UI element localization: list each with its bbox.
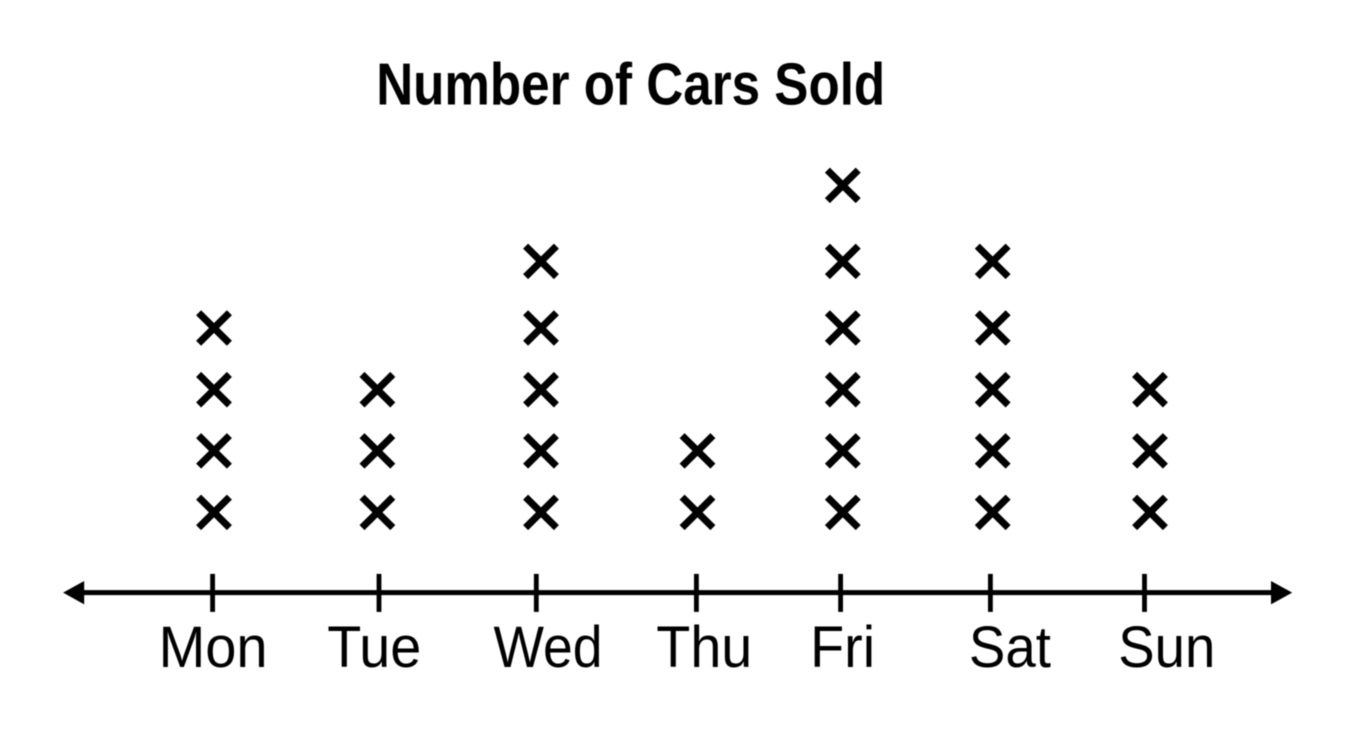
svg-text:Wed: Wed xyxy=(494,615,603,680)
svg-text:Fri: Fri xyxy=(810,615,875,680)
svg-text:Sun: Sun xyxy=(1118,615,1215,680)
svg-text:Mon: Mon xyxy=(159,615,268,680)
svg-text:Thu: Thu xyxy=(656,615,752,680)
svg-text:Number of Cars Sold: Number of Cars Sold xyxy=(376,51,885,117)
svg-text:Tue: Tue xyxy=(327,615,421,680)
svg-text:Sat: Sat xyxy=(969,615,1051,680)
